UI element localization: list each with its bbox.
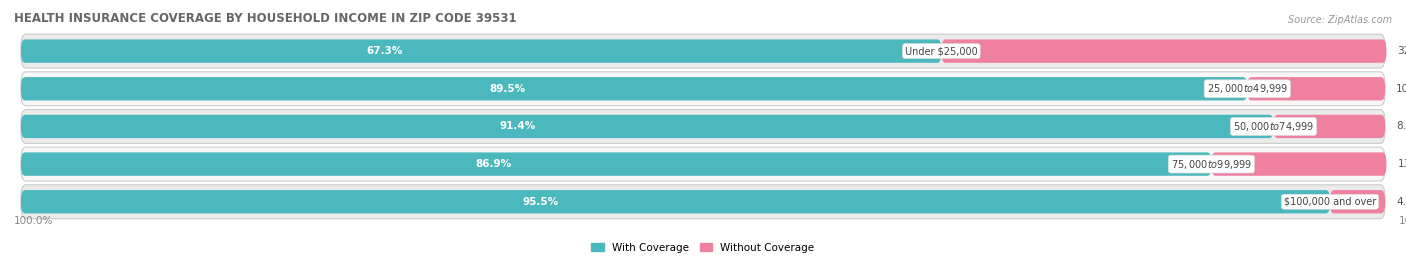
Text: $100,000 and over: $100,000 and over: [1284, 197, 1376, 207]
FancyBboxPatch shape: [1330, 190, 1385, 213]
Text: 95.5%: 95.5%: [523, 197, 558, 207]
FancyBboxPatch shape: [1212, 153, 1386, 176]
FancyBboxPatch shape: [21, 185, 1385, 219]
Text: 67.3%: 67.3%: [367, 46, 404, 56]
Text: Source: ZipAtlas.com: Source: ZipAtlas.com: [1288, 15, 1392, 25]
Text: 10.5%: 10.5%: [1396, 84, 1406, 94]
Text: 89.5%: 89.5%: [489, 84, 526, 94]
FancyBboxPatch shape: [21, 190, 1330, 213]
Text: HEALTH INSURANCE COVERAGE BY HOUSEHOLD INCOME IN ZIP CODE 39531: HEALTH INSURANCE COVERAGE BY HOUSEHOLD I…: [14, 12, 516, 25]
FancyBboxPatch shape: [21, 153, 1212, 176]
Text: 91.4%: 91.4%: [499, 121, 536, 132]
FancyBboxPatch shape: [21, 72, 1385, 106]
FancyBboxPatch shape: [942, 40, 1386, 63]
Text: 13.2%: 13.2%: [1398, 159, 1406, 169]
Text: 8.6%: 8.6%: [1396, 121, 1406, 132]
Legend: With Coverage, Without Coverage: With Coverage, Without Coverage: [588, 238, 818, 257]
FancyBboxPatch shape: [1247, 77, 1385, 100]
Text: $50,000 to $74,999: $50,000 to $74,999: [1233, 120, 1315, 133]
Text: 86.9%: 86.9%: [475, 159, 510, 169]
Text: $25,000 to $49,999: $25,000 to $49,999: [1206, 82, 1288, 95]
FancyBboxPatch shape: [21, 34, 1385, 68]
FancyBboxPatch shape: [21, 77, 1247, 100]
FancyBboxPatch shape: [21, 147, 1385, 181]
FancyBboxPatch shape: [21, 115, 1274, 138]
FancyBboxPatch shape: [1274, 115, 1385, 138]
Text: 100.0%: 100.0%: [14, 215, 53, 226]
Text: 32.8%: 32.8%: [1398, 46, 1406, 56]
Text: 100.0%: 100.0%: [1399, 215, 1406, 226]
FancyBboxPatch shape: [21, 109, 1385, 143]
Text: 4.5%: 4.5%: [1396, 197, 1406, 207]
Text: Under $25,000: Under $25,000: [905, 46, 977, 56]
Text: $75,000 to $99,999: $75,000 to $99,999: [1171, 158, 1253, 171]
FancyBboxPatch shape: [21, 40, 942, 63]
